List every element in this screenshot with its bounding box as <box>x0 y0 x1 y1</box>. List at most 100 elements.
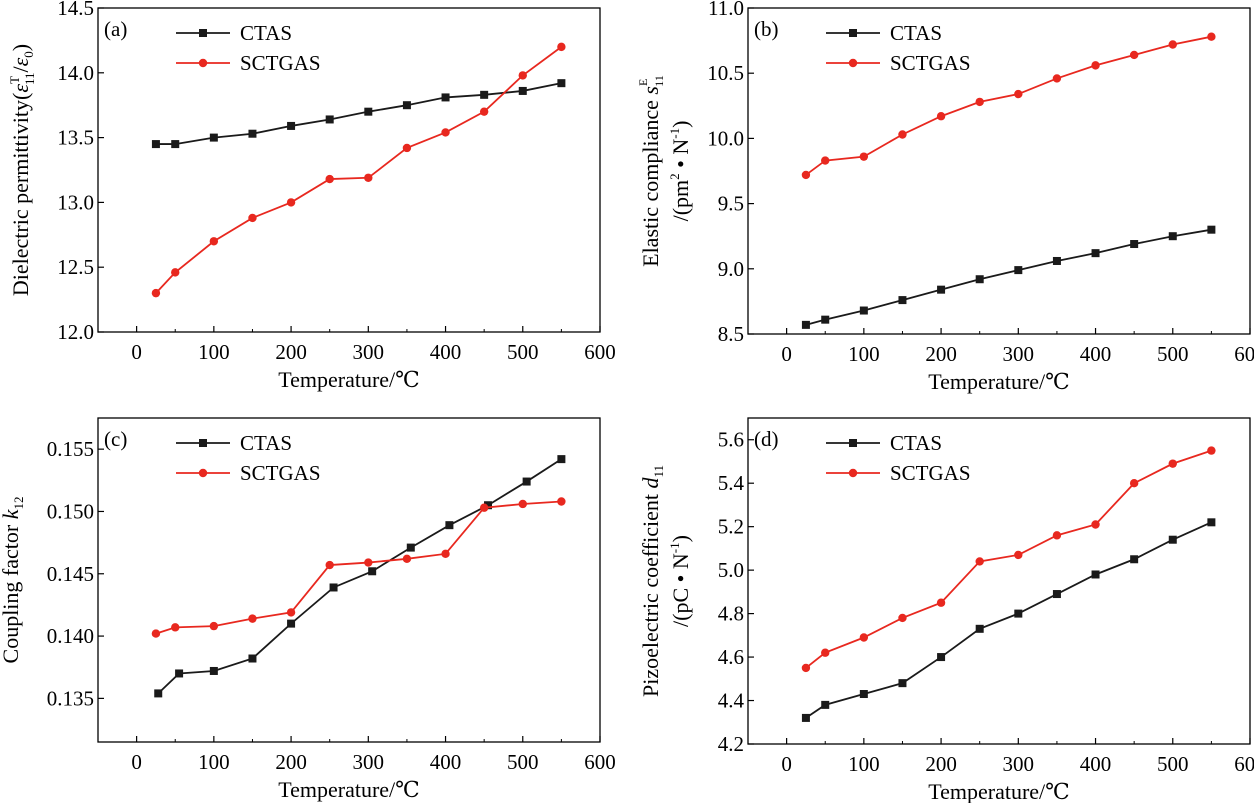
data-point-ctas <box>821 700 830 709</box>
data-point-sctgas <box>801 663 811 673</box>
data-point-sctgas <box>936 598 946 607</box>
y-axis-label: Dielectric permittivity(εT11/ε0) <box>7 44 37 296</box>
data-point-ctas <box>1168 535 1177 544</box>
y-tick-label: 4.6 <box>718 645 744 669</box>
data-point-sctgas <box>1014 89 1023 99</box>
data-point-ctas <box>154 689 163 698</box>
y-tick-label: 13.0 <box>57 190 94 214</box>
data-point-ctas <box>1052 256 1061 265</box>
legend-label-ctas: CTAS <box>890 21 942 45</box>
data-point-sctgas <box>364 558 373 567</box>
data-point-ctas <box>1168 232 1177 241</box>
data-point-ctas <box>1091 249 1100 258</box>
y-axis-label-line2: /(pC • N-1) <box>667 535 693 627</box>
data-point-ctas <box>975 624 984 633</box>
data-point-ctas <box>937 653 946 662</box>
y-tick-label: 4.2 <box>718 732 744 756</box>
data-point-sctgas <box>402 143 412 153</box>
y-tick-label: 9.0 <box>718 257 744 281</box>
data-point-sctgas <box>1091 61 1100 70</box>
y-tick-label: 0.150 <box>47 499 94 523</box>
x-axis-label: Temperature/℃ <box>278 367 420 392</box>
data-point-sctgas <box>286 608 296 617</box>
data-point-sctgas <box>1129 50 1139 60</box>
x-tick-label: 400 <box>430 750 462 774</box>
data-point-sctgas <box>1129 479 1139 488</box>
x-tick-label: 600 <box>1234 342 1254 366</box>
chart-panel-a: 0 100 200 300 400 500 600 12.0 12.5 13.0 13.5 14.0 1… <box>7 0 616 392</box>
y-tick-label: 5.4 <box>718 471 745 495</box>
data-point-sctgas <box>518 499 527 509</box>
data-point-sctgas <box>248 614 257 623</box>
data-point-sctgas <box>1207 446 1216 455</box>
data-point-ctas <box>441 93 450 102</box>
y-tick-label: 0.145 <box>47 562 94 586</box>
data-point-sctgas <box>441 128 450 137</box>
x-tick-label: 300 <box>1003 342 1035 366</box>
y-tick-label: 12.5 <box>57 255 94 279</box>
data-point-sctgas <box>898 130 907 139</box>
data-point-sctgas <box>325 560 334 570</box>
data-point-sctgas <box>936 112 946 121</box>
x-tick-label: 100 <box>848 342 880 366</box>
data-point-sctgas <box>151 288 161 298</box>
data-point-ctas <box>402 101 411 110</box>
x-tick-label: 0 <box>131 340 142 364</box>
legend-marker-sctgas <box>848 468 858 478</box>
y-tick-label: 12.0 <box>57 320 94 344</box>
x-tick-label: 600 <box>1234 752 1254 776</box>
y-tick-label: 10.5 <box>707 61 744 85</box>
data-point-sctgas <box>171 623 180 632</box>
x-tick-label: 200 <box>925 752 957 776</box>
legend-marker-sctgas <box>198 468 208 478</box>
data-point-ctas <box>484 501 493 510</box>
data-point-sctgas <box>557 497 566 506</box>
chart-panel-d: 0 100 200 300 400 500 600 4.2 4.4 4.6 4.8 5.0 5.2 5.4… <box>638 417 1254 803</box>
data-point-sctgas <box>859 633 869 642</box>
data-point-ctas <box>151 140 160 149</box>
x-axis-label: Temperature/℃ <box>928 779 1070 803</box>
legend-label-sctgas: SCTGAS <box>240 461 321 485</box>
data-point-ctas <box>898 296 907 305</box>
data-point-ctas <box>287 619 296 628</box>
data-point-ctas <box>522 477 531 486</box>
data-point-ctas <box>518 86 527 95</box>
data-point-sctgas <box>1168 40 1177 49</box>
data-point-ctas <box>1052 590 1061 599</box>
data-point-ctas <box>1130 555 1139 564</box>
legend-marker-sctgas <box>848 58 858 68</box>
legend-label-sctgas: SCTGAS <box>890 461 971 485</box>
x-tick-label: 500 <box>1157 342 1189 366</box>
x-tick-label: 500 <box>507 340 539 364</box>
panel-label: (d) <box>754 427 779 451</box>
data-point-ctas <box>480 90 489 99</box>
x-tick-label: 0 <box>131 750 142 774</box>
data-point-ctas <box>209 133 218 142</box>
data-point-ctas <box>325 115 334 124</box>
series-line-ctas <box>155 82 562 145</box>
x-tick-label: 600 <box>584 340 616 364</box>
x-tick-label: 300 <box>1003 752 1035 776</box>
y-tick-label: 5.6 <box>718 428 744 452</box>
data-point-sctgas <box>441 549 450 559</box>
data-point-ctas <box>801 320 810 329</box>
y-tick-label: 8.5 <box>718 322 744 346</box>
data-point-sctgas <box>801 170 811 180</box>
x-tick-label: 200 <box>275 750 307 774</box>
data-point-sctgas <box>898 613 907 623</box>
legend-marker-ctas <box>199 29 207 37</box>
data-point-sctgas <box>975 97 984 107</box>
plot-frame <box>97 7 601 333</box>
chart-panel-c: 0 100 200 300 400 500 600 0.135 0.140 0.145 0.150 0… <box>0 417 616 802</box>
data-point-sctgas <box>1207 32 1216 41</box>
data-point-sctgas <box>1014 550 1023 560</box>
legend-marker-ctas <box>849 29 857 37</box>
y-tick-label: 5.0 <box>718 558 744 582</box>
x-tick-label: 300 <box>353 340 385 364</box>
x-tick-label: 500 <box>1157 752 1189 776</box>
legend-label-ctas: CTAS <box>890 431 942 455</box>
data-point-ctas <box>406 543 415 552</box>
x-tick-label: 100 <box>198 340 230 364</box>
data-point-ctas <box>801 713 810 722</box>
series-line-sctgas <box>155 46 562 294</box>
